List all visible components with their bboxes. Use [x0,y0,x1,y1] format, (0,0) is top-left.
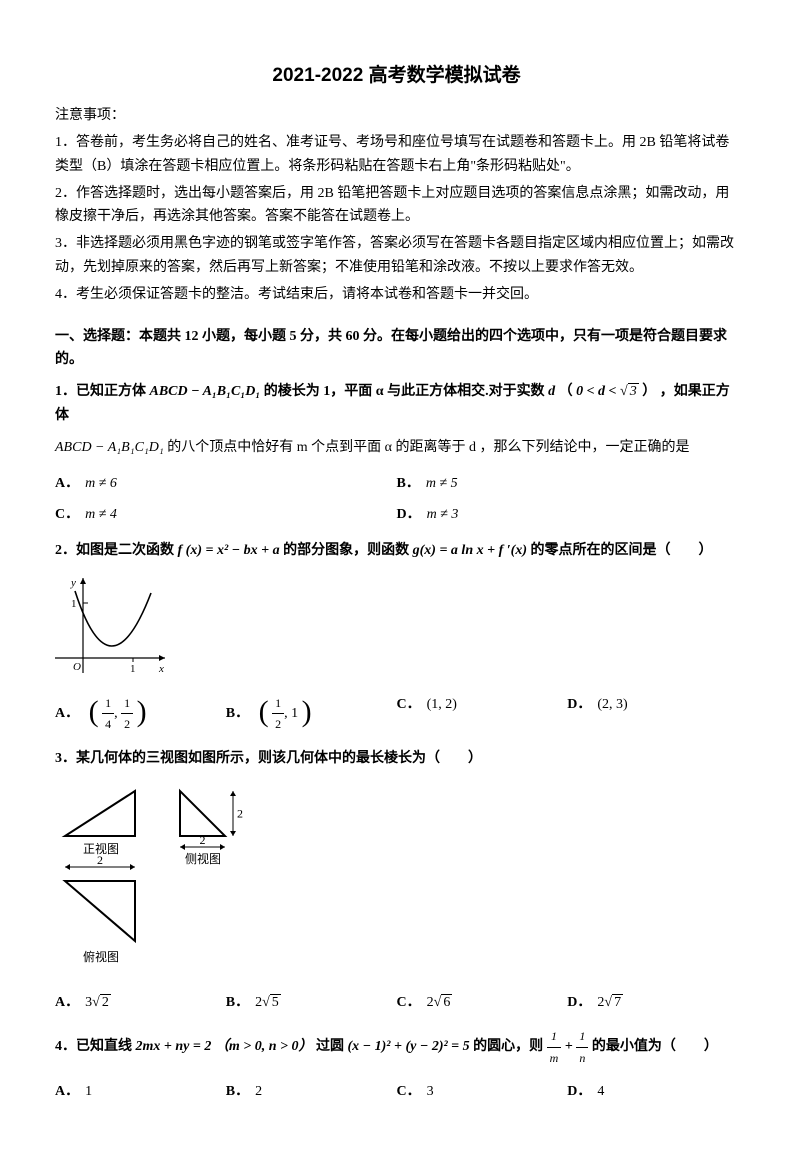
q4-a: 4．已知直线 [55,1040,136,1055]
question-1-line2: ABCD − A₁B₁C₁D₁ 的八个顶点中恰好有 m 个点到平面 α 的距离等… [55,436,738,460]
q4-b: 过圆 [316,1040,348,1055]
q1-cond: 0 < d < [576,384,620,399]
instructions-head: 注意事项： [55,104,738,128]
instruction-4: 4．考生必须保证答题卡的整洁。考试结束后，请将本试卷和答题卡一并交回。 [55,283,738,307]
three-view-diagram: 正视图22侧视图2俯视图 [55,781,265,981]
q2-options: A． ( 14, 12 ) B． ( 12, 1 ) C．(1, 2) D．(2… [55,689,738,739]
q3-c-coef: 2 [427,995,434,1010]
q2-b-d1: 2 [272,714,284,734]
q1-opt-b-val: m ≠ 5 [426,476,458,491]
q4-d-val: 4 [597,1084,604,1099]
question-1: 1．已知正方体 ABCD − A₁B₁C₁D₁ 的棱长为 1，平面 α 与此正方… [55,380,738,428]
svg-text:俯视图: 俯视图 [83,949,119,964]
section-1-heading: 一、选择题：本题共 12 小题，每小题 5 分，共 60 分。在每小题给出的四个… [55,325,738,373]
q2-a-n1: 1 [102,693,114,714]
q4-eq1: 2mx + ny = 2 （m > 0, n > 0） [136,1040,313,1055]
svg-text:y: y [70,577,76,589]
parabola-graph: Ox y 1 1 [55,573,175,683]
q1-opt-b: B．m ≠ 5 [397,468,739,500]
q2-graph: Ox y 1 1 [55,573,738,683]
q4-c-val: 3 [427,1084,434,1099]
q4-opt-d: D．4 [567,1076,738,1108]
instruction-3: 3．非选择题必须用黑色字迹的钢笔或签字笔作答，答案必须写在答题卡各题目指定区域内… [55,232,738,280]
q1-opt-a-val: m ≠ 6 [85,476,117,491]
q2-opt-a: A． ( 14, 12 ) [55,689,226,739]
svg-text:2: 2 [97,853,103,867]
svg-text:侧视图: 侧视图 [185,851,221,866]
q2-opt-c: C．(1, 2) [397,689,568,739]
q1-sqrt3: 3 [628,383,639,399]
q2-f: f (x) = x² − bx + a [178,543,280,558]
q3-d-rad: 7 [612,994,623,1010]
q4-c: 的圆心，则 [473,1040,547,1055]
svg-text:O: O [73,661,81,673]
q1-opt-d: D．m ≠ 3 [397,499,739,531]
q2-b: 的部分图象，则函数 [283,543,413,558]
q3-opt-c: C．2√6 [397,987,568,1019]
q1-rp: ） [642,384,656,399]
q2-c-val: (1, 2) [427,697,457,712]
q2-b-n1: 1 [272,693,284,714]
q1-options: A．m ≠ 6 B．m ≠ 5 C．m ≠ 4 D．m ≠ 3 [55,468,738,532]
q1-text-b: 的棱长为 1，平面 α 与此正方体相交.对于实数 [264,384,548,399]
q3-c-rad: 6 [441,994,452,1010]
q1-cube2: ABCD − A₁B₁C₁D₁ [55,440,164,455]
q1-text2: 的八个顶点中恰好有 m 个点到平面 α 的距离等于 d ，那么下列结论中，一定正… [167,440,689,455]
question-2: 2．如图是二次函数 f (x) = x² − bx + a 的部分图象，则函数 … [55,539,738,563]
q4-f1n: 1 [547,1026,562,1047]
q2-d-val: (2, 3) [597,697,627,712]
page-title: 2021-2022 高考数学模拟试卷 [55,60,738,92]
q4-a-val: 1 [85,1084,92,1099]
q1-opt-c: C．m ≠ 4 [55,499,397,531]
q3-a-rad: 2 [100,994,111,1010]
q3-threeview: 正视图22侧视图2俯视图 [55,781,738,981]
q1-opt-a: A．m ≠ 6 [55,468,397,500]
q3-opt-a: A．3√2 [55,987,226,1019]
svg-text:1: 1 [130,663,136,675]
question-4: 4．已知直线 2mx + ny = 2 （m > 0, n > 0） 过圆 (x… [55,1026,738,1068]
q4-eq2: (x − 1)² + (y − 2)² = 5 [347,1040,469,1055]
q2-g: g(x) = a ln x + f ′(x) [413,543,527,558]
q2-opt-b: B． ( 12, 1 ) [226,689,397,739]
q1-opt-c-val: m ≠ 4 [85,507,117,522]
q2-a-n2: 1 [121,693,133,714]
instruction-1: 1．答卷前，考生务必将自己的姓名、准考证号、考场号和座位号填写在试题卷和答题卡上… [55,131,738,179]
q2-a-d1: 4 [102,714,114,734]
svg-text:1: 1 [71,598,77,610]
q1-d: d [548,384,559,399]
q2-c: 的零点所在的区间是（ ） [531,543,713,558]
q4-plus: + [565,1040,576,1055]
q2-opt-d: D．(2, 3) [567,689,738,739]
instructions-block: 注意事项： 1．答卷前，考生务必将自己的姓名、准考证号、考场号和座位号填写在试题… [55,104,738,306]
q4-f2n: 1 [576,1026,588,1047]
q4-d: 的最小值为（ ） [592,1040,718,1055]
q4-opt-c: C．3 [397,1076,568,1108]
q1-cube: ABCD − A₁B₁C₁D₁ [150,384,261,399]
q1-lp: （ [559,384,573,399]
q4-f1d: m [547,1048,562,1068]
q3-options: A．3√2 B．2√5 C．2√6 D．2√7 [55,987,738,1019]
q4-opt-a: A．1 [55,1076,226,1108]
q2-a: 2．如图是二次函数 [55,543,178,558]
q1-text-a: 1．已知正方体 [55,384,150,399]
question-3: 3．某几何体的三视图如图所示，则该几何体中的最长棱长为（ ） [55,747,738,771]
instruction-2: 2．作答选择题时，选出每小题答案后，用 2B 铅笔把答题卡上对应题目选项的答案信… [55,182,738,230]
q3-opt-d: D．2√7 [567,987,738,1019]
q3-b-rad: 5 [270,994,281,1010]
q4-opt-b: B．2 [226,1076,397,1108]
svg-text:x: x [158,663,164,675]
svg-text:2: 2 [237,806,243,820]
q4-f2d: n [576,1048,588,1068]
q1-opt-d-val: m ≠ 3 [427,507,459,522]
q2-b-v2: 1 [291,706,298,721]
q4-b-val: 2 [255,1084,262,1099]
svg-text:2: 2 [200,833,206,847]
q4-options: A．1 B．2 C．3 D．4 [55,1076,738,1108]
q3-opt-b: B．2√5 [226,987,397,1019]
q2-a-d2: 2 [121,714,133,734]
